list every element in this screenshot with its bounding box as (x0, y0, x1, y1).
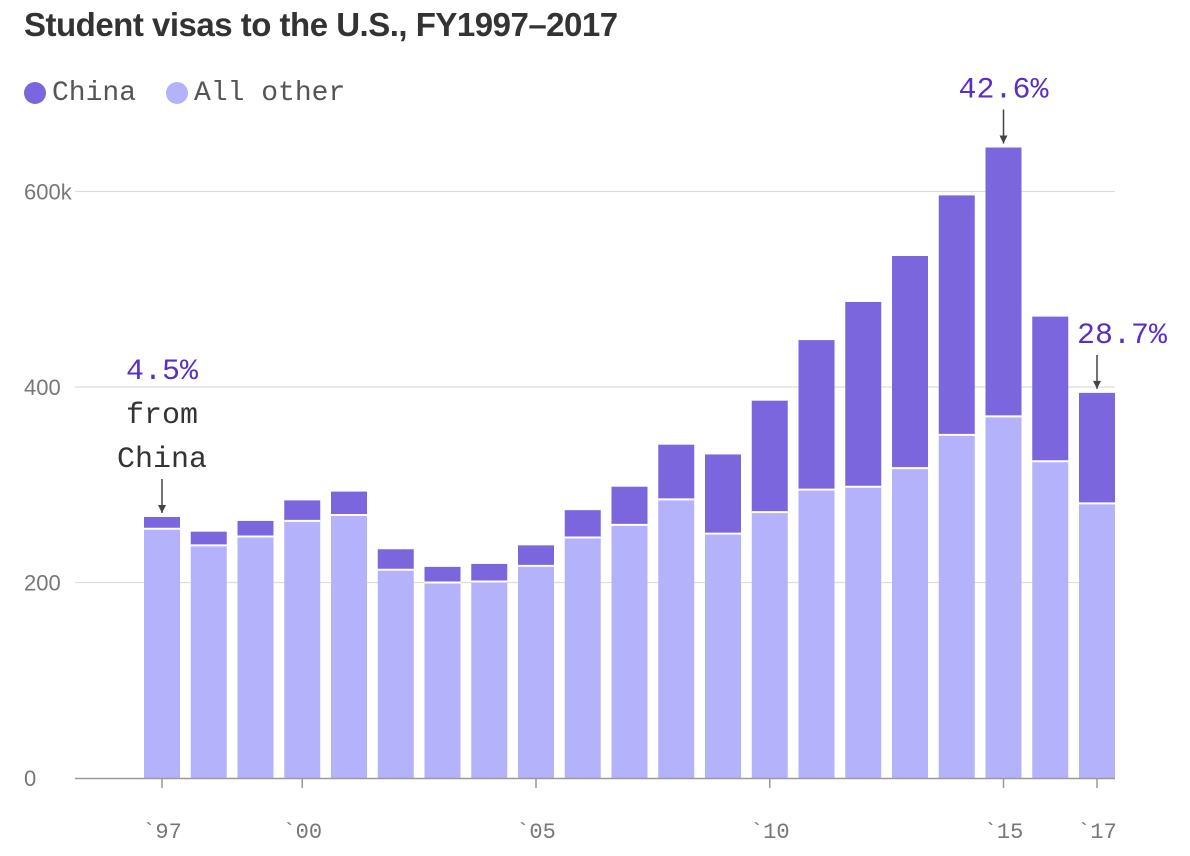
bar-other-1999 (237, 536, 274, 778)
bar-other-2011 (798, 489, 835, 778)
bar-china-2012 (845, 301, 882, 487)
bar-other-2003 (424, 582, 461, 778)
bar-other-2013 (892, 468, 928, 778)
bar-china-1998 (190, 531, 227, 546)
annotation-2015-line-0: 42.6% (958, 74, 1049, 108)
bar-china-2001 (331, 491, 367, 516)
annotation-arrowhead-2015 (999, 135, 1008, 144)
bar-china-2011 (798, 340, 835, 490)
bar-china-2010 (751, 400, 788, 513)
bar-other-2006 (564, 537, 601, 778)
bar-other-2009 (705, 533, 741, 778)
annotation-1997-line-2: China (117, 443, 207, 477)
y-tick-label-200: 200 (24, 571, 61, 596)
bar-china-2008 (658, 444, 695, 500)
bar-china-2007 (611, 486, 648, 525)
y-tick-label-0: 0 (24, 766, 36, 791)
bar-china-2013 (892, 256, 928, 469)
annotation-arrowhead-2017 (1093, 380, 1101, 389)
bar-china-2009 (705, 454, 741, 534)
annotation-1997-line-0: 4.5% (126, 355, 199, 389)
x-tick-label-2010: `10 (750, 820, 790, 845)
bar-other-2017 (1079, 503, 1115, 778)
x-tick-label-1997: `97 (142, 820, 182, 845)
axes: 0 200 400 600k `97 `00 `05 `10 `15 `17 (24, 180, 1117, 846)
bar-china-2015 (985, 147, 1022, 417)
annotation-2017-line-0: 28.7% (1077, 319, 1168, 353)
y-tick-label-600: 600k (24, 180, 73, 205)
bar-china-2014 (938, 195, 975, 435)
bar-china-1997 (144, 517, 180, 529)
legend: China All other (24, 76, 375, 110)
annotation-arrowhead-1997 (158, 505, 166, 514)
chart-title: Student visas to the U.S., FY1997–2017 (24, 6, 618, 43)
bar-other-2000 (284, 520, 321, 778)
x-tick-label-2000: `00 (282, 820, 322, 845)
legend-label-all-other: All other (194, 77, 346, 109)
bar-other-2012 (845, 486, 882, 778)
bar-china-2017 (1079, 392, 1115, 504)
bar-china-2003 (424, 566, 461, 583)
x-tick-label-2015: `15 (984, 820, 1024, 845)
legend-swatch-china (24, 82, 46, 104)
legend-label-china: China (52, 77, 137, 109)
bar-other-2002 (377, 569, 414, 778)
legend-item-china: China (24, 78, 136, 109)
bar-other-2015 (985, 416, 1022, 778)
x-tick-label-2005: `05 (516, 820, 556, 845)
bar-other-2008 (658, 499, 695, 778)
bar-china-2006 (564, 510, 601, 538)
bar-china-2004 (471, 563, 508, 582)
bar-china-2016 (1032, 316, 1069, 462)
bar-china-2005 (518, 545, 554, 566)
bar-other-1998 (190, 545, 227, 778)
x-tick-label-2017: `17 (1077, 820, 1117, 845)
bar-other-1997 (144, 528, 180, 778)
bar-china-1999 (237, 520, 274, 537)
bar-other-2004 (471, 581, 508, 778)
bar-other-2016 (1032, 461, 1069, 778)
bar-china-2000 (284, 500, 321, 521)
bar-other-2005 (518, 565, 554, 778)
legend-swatch-all-other (166, 82, 189, 104)
bars (144, 147, 1115, 778)
annotation-1997-line-1: from (126, 399, 198, 433)
y-tick-label-400: 400 (24, 375, 61, 400)
legend-item-all-other: All other (166, 78, 345, 109)
bar-other-2007 (611, 524, 648, 778)
annotations: 4.5% from China 42.6% 28.7% (117, 74, 1168, 514)
bar-other-2010 (751, 512, 788, 778)
bar-other-2014 (938, 434, 975, 778)
bar-china-2002 (377, 549, 414, 570)
bar-other-2001 (331, 515, 367, 778)
